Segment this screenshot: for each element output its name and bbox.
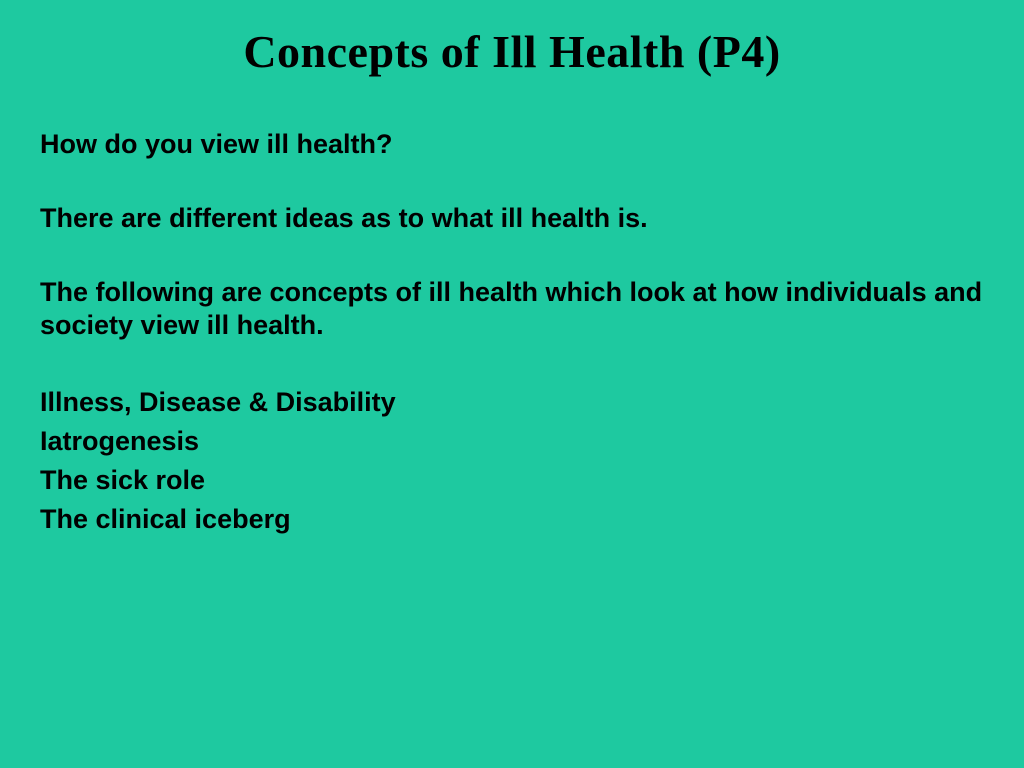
slide-body: How do you view ill health? There are di… [40,128,984,540]
list-item: Illness, Disease & Disability [40,383,984,422]
concepts-list: Illness, Disease & Disability Iatrogenes… [40,383,984,540]
list-item: The sick role [40,461,984,500]
intro-question: How do you view ill health? [40,128,984,162]
lead-in-paragraph: The following are concepts of ill health… [40,276,984,344]
list-item: The clinical iceberg [40,500,984,539]
list-item: Iatrogenesis [40,422,984,461]
slide-title: Concepts of Ill Health (P4) [40,25,984,78]
intro-statement: There are different ideas as to what ill… [40,202,984,236]
